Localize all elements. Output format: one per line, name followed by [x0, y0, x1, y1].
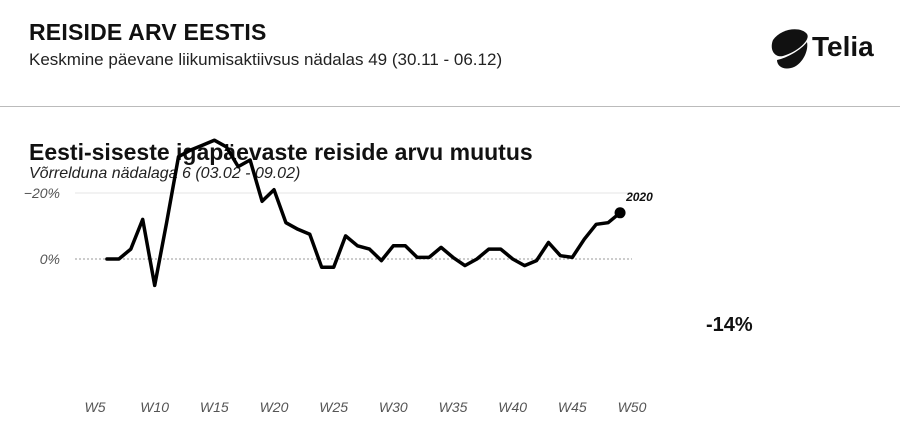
telia-logo-icon: [771, 29, 808, 69]
x-tick-label: W25: [319, 399, 348, 415]
series-label: 2020: [625, 190, 653, 204]
chart-title: Eesti-siseste igapäevaste reiside arvu m…: [29, 139, 533, 165]
x-tick-label: W50: [618, 399, 647, 415]
x-tick-label: W35: [439, 399, 468, 415]
series-end-point: [614, 207, 626, 219]
x-tick-label: W30: [379, 399, 408, 415]
chart-subtitle: Võrrelduna nädalaga 6 (03.02 - 09.02): [29, 165, 301, 182]
x-tick-label: W40: [498, 399, 527, 415]
page-subtitle: Keskmine päevane liikumisaktiivsus nädal…: [29, 50, 503, 69]
x-tick-label: W45: [558, 399, 587, 415]
logo-text: Telia: [812, 31, 874, 62]
header-divider: [0, 106, 900, 107]
change-value-callout: -14%: [706, 314, 753, 336]
x-tick-label: W15: [200, 399, 229, 415]
x-tick-label: W5: [85, 399, 106, 415]
y-tick-label: −20%: [24, 185, 60, 201]
x-tick-label: W20: [260, 399, 289, 415]
x-tick-label: W10: [140, 399, 169, 415]
y-tick-label: 0%: [40, 251, 60, 267]
page-title: REISIDE ARV EESTIS: [29, 19, 267, 45]
series-line-2020: [105, 138, 622, 288]
